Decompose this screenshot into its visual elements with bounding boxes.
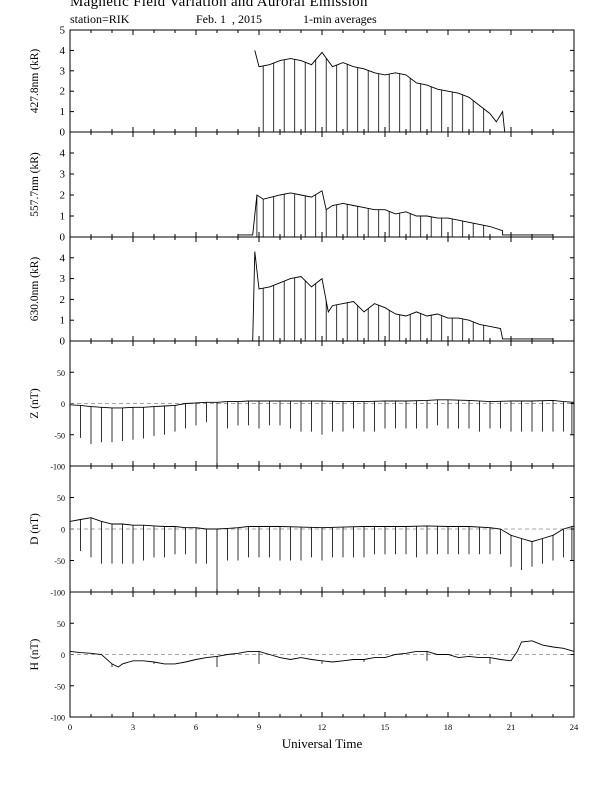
y-tick-label: 50 (57, 494, 65, 503)
y-axis-label: 630.0nm (kR) (29, 257, 41, 322)
series-line (254, 50, 506, 133)
y-tick-label: 1 (60, 106, 66, 118)
y-tick-label: 0 (60, 127, 66, 139)
y-tick-label: 50 (57, 620, 65, 629)
y-tick-label: 0 (61, 400, 65, 409)
y-tick-label: 2 (60, 190, 66, 202)
averaging-label: 1-min averages (303, 12, 377, 26)
y-tick-label: 3 (60, 65, 66, 77)
y-axis-label: 427.8nm (kR) (29, 49, 41, 114)
y-axis-label: H (nT) (29, 639, 41, 671)
x-axis-label: Universal Time (282, 736, 363, 751)
y-tick-label: 1 (60, 211, 66, 223)
y-tick-label: 1 (60, 315, 66, 327)
chart-title: Magnetic Field Variation and Auroral Emi… (70, 0, 368, 10)
y-tick-label: 3 (60, 169, 66, 181)
y-axis-label: 557.7nm (kR) (29, 152, 41, 217)
x-tick-label: 15 (381, 722, 390, 732)
y-tick-label: -100 (50, 463, 65, 472)
y-tick-label: 0 (60, 336, 66, 348)
x-tick-label: 9 (257, 722, 261, 732)
y-tick-label: 0 (61, 526, 65, 535)
y-tick-label: 50 (57, 369, 65, 378)
x-tick-label: 0 (68, 722, 72, 732)
panel-frame-2 (69, 131, 575, 238)
y-tick-label: 4 (60, 252, 66, 264)
y-tick-label: -50 (54, 557, 65, 566)
x-tick-label: 21 (507, 722, 516, 732)
series-line (238, 251, 553, 342)
y-tick-label: -100 (50, 714, 65, 723)
series-line (238, 190, 553, 236)
y-tick-label: 4 (60, 45, 66, 57)
station-label: station=RIK (70, 12, 130, 26)
y-tick-label: 3 (60, 273, 66, 285)
y-tick-label: 2 (60, 86, 66, 98)
panel-frame-3 (69, 236, 575, 342)
y-tick-label: 0 (61, 651, 65, 660)
y-tick-label: -100 (50, 589, 65, 598)
y-tick-label: 5 (60, 25, 66, 37)
x-tick-label: 6 (194, 722, 198, 732)
panel-frame-1 (69, 29, 575, 133)
y-axis-label: D (nT) (29, 513, 41, 545)
y-tick-label: -50 (54, 682, 65, 691)
x-tick-label: 12 (318, 722, 327, 732)
x-tick-label: 24 (570, 722, 579, 732)
x-tick-label: 3 (131, 722, 135, 732)
y-tick-label: 0 (60, 232, 66, 244)
y-tick-label: 4 (60, 148, 66, 160)
y-tick-label: -50 (54, 431, 65, 440)
x-tick-label: 18 (444, 722, 453, 732)
y-tick-label: 2 (60, 294, 66, 306)
y-axis-label: Z (nT) (29, 388, 41, 419)
date-label: Feb. 1 , 2015 (196, 12, 262, 26)
